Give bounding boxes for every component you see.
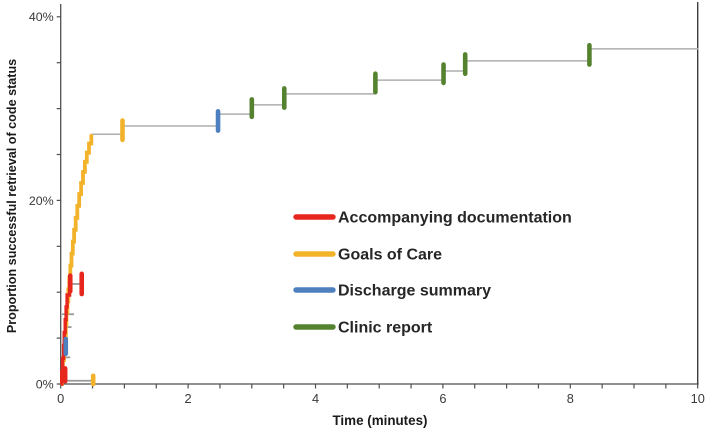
gray-connector-layer: [61, 48, 699, 382]
legend-label-discharge-summary: Discharge summary: [338, 283, 491, 300]
legend-label-clinic-report: Clinic report: [338, 320, 433, 337]
legend-label-accompanying-documentation: Accompanying documentation: [338, 210, 572, 227]
overall-step-curve: [91, 48, 699, 136]
legend-row-clinic: Clinic report: [293, 320, 433, 337]
axes-layer: 0% 20% 40% 0 2 4 6 8 10: [29, 2, 705, 406]
y-tick-label: 0%: [36, 377, 54, 391]
event-marks-layer: [62, 42, 592, 387]
x-tick-label: 8: [567, 391, 574, 406]
legend-label-goals-of-care: Goals of Care: [338, 247, 442, 264]
legend-row-goals: Goals of Care: [293, 247, 442, 264]
x-axis-title: Time (minutes): [333, 413, 428, 428]
series-curve-accompanying: [60, 281, 72, 386]
x-tick-label: 2: [185, 391, 192, 406]
x-tick-label: 6: [439, 391, 446, 406]
y-tick-label: 40%: [29, 10, 54, 24]
x-tick-label: 0: [57, 391, 64, 406]
x-tick-label: 4: [312, 391, 319, 406]
y-tick-label: 20%: [29, 194, 54, 208]
y-axis-title: Proportion successful retrieval of code …: [5, 59, 19, 333]
x-tick-label: 10: [691, 391, 705, 406]
legend-row-accompanying: Accompanying documentation: [293, 210, 572, 227]
legend: Accompanying documentation Goals of Care…: [293, 210, 572, 337]
legend-row-discharge: Discharge summary: [293, 283, 491, 300]
